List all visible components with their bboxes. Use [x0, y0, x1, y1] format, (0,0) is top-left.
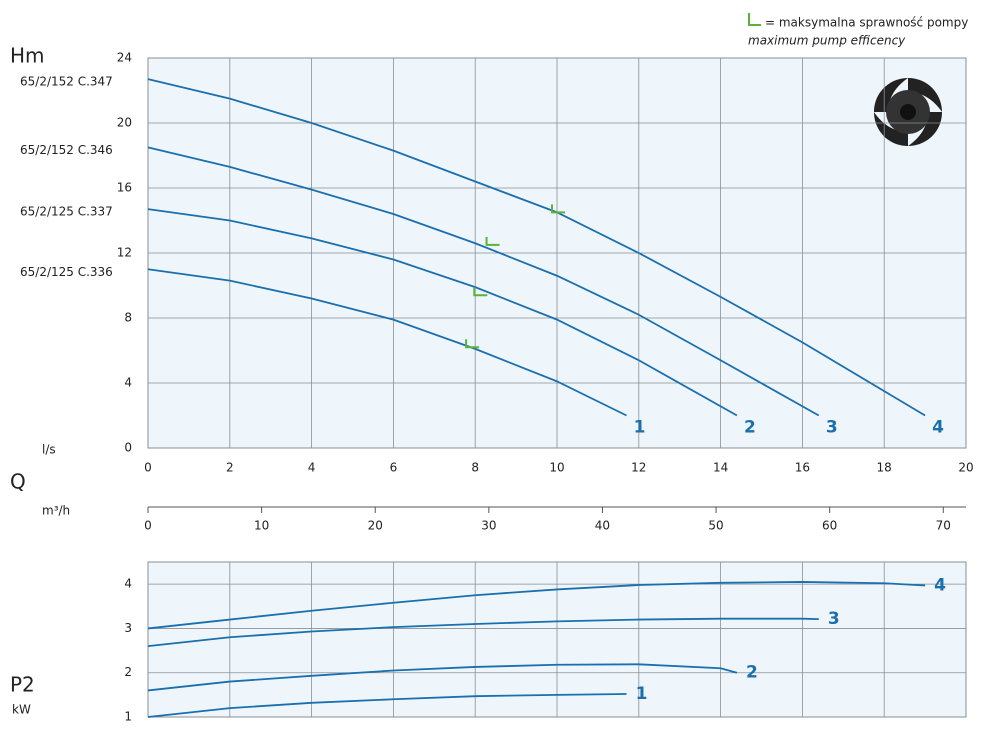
curve-label: 1	[636, 684, 648, 704]
legend-marker	[748, 13, 761, 26]
plot-frame	[147, 561, 967, 718]
x-tick-label: 16	[795, 461, 810, 475]
y-tick-label: 4	[124, 376, 132, 390]
y-tick-label: 0	[124, 441, 132, 455]
x-tick-label: 6	[390, 461, 398, 475]
legend-subtext: maximum pump efficency	[748, 34, 906, 48]
x-tick-label: 10	[254, 519, 269, 533]
curve	[147, 208, 738, 417]
series-name: 65/2/152 C.347	[20, 75, 113, 89]
legend-text: = maksymalna sprawność pompy	[765, 16, 968, 30]
x-tick-label: 14	[713, 461, 728, 475]
x-label: l/s	[42, 443, 56, 457]
curve-label: 2	[746, 663, 758, 683]
curve-label: 2	[744, 418, 756, 438]
x-tick-label: 70	[936, 519, 951, 533]
x-tick-label: 18	[877, 461, 892, 475]
series-name: 65/2/125 C.336	[20, 265, 113, 279]
y-tick-label: 8	[124, 311, 132, 325]
series-name: 65/2/152 C.346	[20, 143, 113, 157]
y-tick-label: 2	[124, 665, 132, 679]
impeller	[866, 70, 950, 154]
curve-label: 4	[932, 418, 944, 438]
x-tick-label: 8	[471, 461, 479, 475]
x-tick-label: 0	[144, 461, 152, 475]
efficiency-marker	[465, 339, 480, 349]
y-tick-label: 4	[124, 577, 132, 591]
curve-label: 3	[826, 418, 838, 438]
curve	[147, 268, 627, 417]
x-tick-label: 60	[822, 519, 837, 533]
y-tick-label: 12	[117, 246, 132, 260]
curve	[147, 581, 926, 630]
y-tick-label: 3	[124, 621, 132, 635]
curve	[147, 693, 627, 718]
curve-label: 1	[634, 418, 646, 438]
y-unit: kW	[12, 703, 31, 717]
x-tick-label: 40	[595, 519, 610, 533]
efficiency-marker	[473, 287, 488, 297]
x-tick-label: 0	[144, 519, 152, 533]
x-tick-label: 50	[708, 519, 723, 533]
curve	[147, 663, 738, 692]
flow-title: Q	[10, 470, 26, 494]
flow-label: m³/h	[42, 504, 70, 518]
curve	[147, 617, 819, 648]
x-tick-label: 10	[549, 461, 564, 475]
y-tick-label: 24	[117, 51, 132, 65]
x-tick-label: 12	[631, 461, 646, 475]
x-tick-label: 20	[368, 519, 383, 533]
x-tick-label: 30	[481, 519, 496, 533]
efficiency-marker	[551, 204, 565, 214]
x-tick-label: 20	[958, 461, 973, 475]
y-tick-label: 20	[117, 116, 132, 130]
curve	[147, 146, 820, 417]
series-name: 65/2/125 C.337	[20, 205, 113, 219]
y-label: P2	[10, 673, 35, 697]
y-tick-label: 1	[124, 710, 132, 724]
efficiency-marker	[485, 236, 500, 246]
x-tick-label: 4	[308, 461, 316, 475]
curve-label: 3	[828, 609, 840, 629]
y-tick-label: 16	[117, 181, 132, 195]
plot-frame	[147, 57, 967, 449]
curve-label: 4	[934, 575, 946, 595]
y-label: Hm	[10, 44, 45, 68]
x-tick-label: 2	[226, 461, 234, 475]
